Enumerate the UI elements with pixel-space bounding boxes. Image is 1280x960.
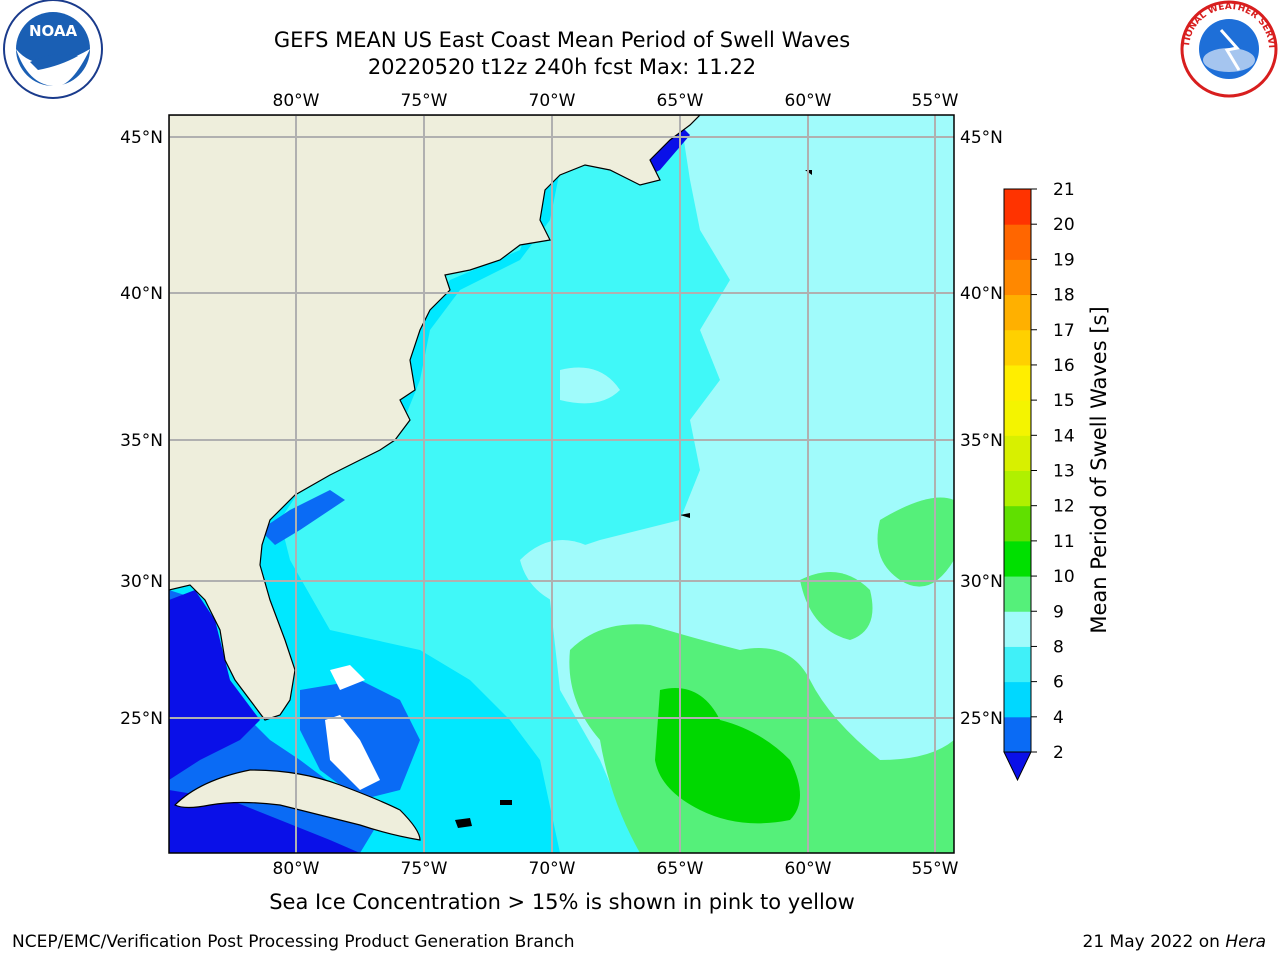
lon-label: 75°W	[401, 859, 448, 879]
colorbar-tick-label: 9	[1053, 602, 1064, 622]
lon-label: 80°W	[273, 859, 320, 879]
lon-label: 65°W	[657, 859, 704, 879]
colorbar-tick-label: 12	[1053, 497, 1075, 517]
lat-label: 30°N	[960, 572, 1003, 592]
footer-date-text: 21 May 2022 on	[1082, 932, 1226, 952]
colorbar-tick-label: 16	[1053, 356, 1075, 376]
chart-title: GEFS MEAN US East Coast Mean Period of S…	[273, 28, 851, 52]
colorbar-segment	[1004, 224, 1031, 260]
colorbar-tick-label: 19	[1053, 250, 1075, 270]
lon-label: 55°W	[912, 91, 959, 111]
colorbar-tick-label: 4	[1053, 708, 1064, 728]
bahamas-shallows	[325, 715, 380, 790]
lat-label: 45°N	[120, 128, 163, 148]
colorbar-segment	[1004, 329, 1031, 366]
colorbar-segment	[1004, 540, 1031, 577]
lat-label: 25°N	[120, 709, 163, 729]
field-2-4s-south	[169, 790, 360, 853]
lat-labels-left: 45°N 40°N 35°N 30°N 25°N	[120, 128, 163, 729]
lon-label: 80°W	[273, 91, 320, 111]
lon-label: 75°W	[401, 91, 448, 111]
noaa-logo-text: NOAA	[29, 22, 78, 40]
colorbar-segment	[1004, 716, 1031, 753]
lon-labels-top: 80°W 75°W 70°W 65°W 60°W 55°W	[273, 91, 959, 111]
colorbar-segment	[1004, 400, 1031, 436]
colorbar-segment	[1004, 294, 1031, 331]
land-north-america	[169, 115, 701, 721]
colorbar-segment	[1004, 505, 1031, 542]
footer-date: 21 May 2022 on Hera	[1083, 932, 1267, 952]
lon-label: 70°W	[529, 859, 576, 879]
footer-credit: NCEP/EMC/Verification Post Processing Pr…	[12, 932, 575, 952]
lat-label: 40°N	[120, 284, 163, 304]
lon-label: 60°W	[785, 859, 832, 879]
field-9-10s-east-2	[800, 572, 873, 640]
field-2-4s-gom	[169, 590, 260, 780]
colorbar-tick-label: 11	[1053, 532, 1075, 552]
colorbar-tick-label: 8	[1053, 637, 1064, 657]
lon-label: 70°W	[529, 91, 576, 111]
land-cuba	[173, 769, 421, 841]
noaa-logo-icon: NOAA	[3, 0, 103, 99]
lat-label: 35°N	[120, 431, 163, 451]
colorbar-segment	[1004, 259, 1031, 296]
colorbar-tick-label: 14	[1053, 426, 1075, 446]
colorbar-tick-label: 10	[1053, 567, 1075, 587]
colorbar-tick-label: 21	[1053, 180, 1075, 200]
lat-label: 45°N	[960, 128, 1003, 148]
colorbar-tick-label: 20	[1053, 215, 1075, 235]
bahamas-shallows-2	[330, 665, 365, 690]
colorbar-label: Mean Period of Swell Waves [s]	[1087, 306, 1111, 633]
colorbar: 2 4 6 8 9 10 11 12 13 14 15 16 17 18 19 20 21	[1003, 180, 1075, 782]
map-area	[169, 115, 954, 853]
colorbar-segment	[1004, 189, 1031, 225]
lon-labels-bottom: 80°W 75°W 70°W 65°W 60°W 55°W	[273, 859, 959, 879]
colorbar-segment	[1004, 435, 1031, 471]
colorbar-segment	[1004, 611, 1031, 647]
colorbar-segment	[1004, 364, 1031, 401]
colorbar-tick-label: 15	[1053, 391, 1075, 411]
lon-label: 60°W	[785, 91, 832, 111]
colorbar-segment	[1004, 470, 1031, 507]
lat-label: 35°N	[960, 431, 1003, 451]
lat-label: 40°N	[960, 284, 1003, 304]
nws-logo-icon: NATIONAL WEATHER SERVICE	[1177, 0, 1278, 98]
colorbar-tick-label: 17	[1053, 321, 1075, 341]
colorbar-under-arrow	[1003, 751, 1032, 782]
field-8-9s-patch	[520, 540, 612, 610]
graticule	[169, 115, 954, 853]
map-frame	[168, 114, 955, 854]
colorbar-tick-label: 2	[1053, 743, 1064, 763]
colorbar-segment	[1004, 576, 1031, 612]
lat-label: 25°N	[960, 709, 1003, 729]
lat-labels-right: 45°N 40°N 35°N 30°N 25°N	[960, 128, 1003, 729]
field-10-11s-core	[655, 688, 800, 824]
sea-ice-note: Sea Ice Concentration > 15% is shown in …	[269, 890, 855, 914]
chart-subtitle: 20220520 t12z 240h fcst Max: 11.22	[367, 55, 757, 79]
colorbar-tick-label: 18	[1053, 286, 1075, 306]
field-8-9s-patch-2	[560, 367, 620, 404]
colorbar-segment	[1004, 681, 1031, 718]
colorbar-segment	[1004, 646, 1031, 683]
lon-label: 55°W	[912, 859, 959, 879]
lat-label: 30°N	[120, 572, 163, 592]
lon-label: 65°W	[657, 91, 704, 111]
colorbar-tick-label: 13	[1053, 462, 1075, 482]
colorbar-tick-label: 6	[1053, 673, 1064, 693]
field-2-4s-carolina	[260, 490, 345, 545]
footer-host: Hera	[1225, 932, 1266, 952]
